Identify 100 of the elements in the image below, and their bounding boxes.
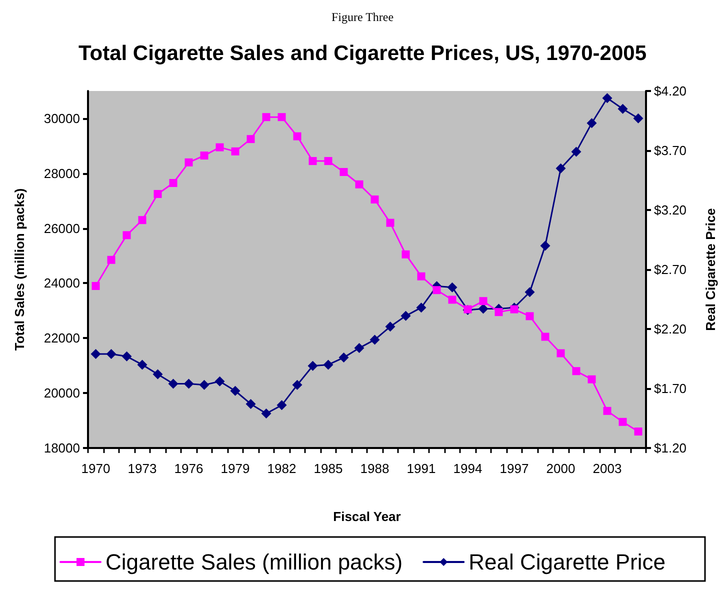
point: [355, 180, 364, 188]
x-tick-label: 2003: [592, 461, 622, 476]
point: [402, 250, 410, 258]
point: [385, 322, 396, 332]
x-tick-label: 1982: [267, 461, 296, 476]
point: [246, 398, 256, 409]
point: [169, 178, 178, 187]
point: [154, 190, 162, 198]
y-tick-label: 20000: [44, 386, 80, 401]
point: [556, 349, 565, 358]
point: [416, 302, 426, 313]
x-tick-label: 1979: [220, 461, 250, 476]
x-tick-label: 1991: [406, 461, 436, 476]
point: [122, 351, 132, 362]
point: [634, 428, 642, 436]
point: [602, 93, 612, 104]
point: [214, 376, 225, 386]
point: [510, 305, 518, 314]
point: [261, 408, 272, 418]
y-tick-label: 18000: [44, 440, 80, 456]
y2-tick-label: $3.20: [654, 202, 687, 218]
y2-tick-label: $1.70: [654, 381, 687, 396]
x-tick-label: 1970: [81, 461, 110, 476]
x-axis-title: Fiscal Year: [333, 509, 401, 524]
x-tick-label: 1994: [453, 461, 482, 476]
point: [262, 113, 270, 122]
point: [571, 146, 582, 157]
point: [432, 286, 441, 294]
point: [308, 360, 318, 371]
y2-tick-label: $1.20: [654, 440, 687, 456]
y2-axis-title: Real Cigarette Price: [703, 208, 718, 331]
point: [354, 343, 364, 354]
x-tick-label: 1997: [500, 461, 529, 476]
point: [417, 272, 426, 280]
point: [323, 360, 334, 370]
point: [524, 287, 535, 298]
point: [246, 135, 255, 144]
point: [199, 380, 210, 390]
y2-tick-label: $2.70: [654, 262, 687, 277]
point: [184, 378, 194, 389]
point: [324, 157, 332, 166]
point: [278, 113, 286, 122]
point: [276, 400, 287, 410]
y-tick-label: 22000: [44, 330, 80, 346]
point: [540, 240, 550, 251]
point: [633, 113, 644, 124]
point: [478, 304, 488, 314]
point: [386, 218, 394, 227]
point: [152, 369, 163, 380]
point: [90, 348, 101, 359]
point: [556, 163, 566, 174]
x-tick-label: 1985: [314, 461, 343, 476]
point: [618, 418, 627, 426]
x-tick-label: 1976: [174, 461, 204, 476]
y-tick-label: 26000: [44, 220, 80, 236]
point: [216, 143, 224, 152]
point: [494, 308, 503, 316]
legend-label: Real Cigarette Price: [468, 550, 666, 574]
point: [200, 152, 208, 160]
point: [572, 367, 580, 376]
point: [168, 378, 178, 389]
y-tick-label: 24000: [44, 276, 80, 291]
y-tick-label: 30000: [44, 110, 80, 126]
point: [293, 132, 302, 140]
x-tick-label: 1988: [360, 461, 390, 476]
chart-title: Total Cigarette Sales and Cigarette Prices, US, 1970-2005: [78, 42, 647, 65]
point: [586, 118, 597, 128]
point: [308, 157, 317, 166]
point: [340, 168, 348, 176]
point: [447, 282, 458, 292]
point: [122, 231, 131, 240]
point: [588, 375, 596, 384]
point: [231, 147, 240, 156]
point: [338, 352, 349, 363]
point: [526, 312, 534, 320]
point: [230, 386, 240, 396]
point: [370, 195, 379, 204]
y2-tick-label: $3.70: [654, 143, 687, 158]
x-tick-label: 2000: [546, 461, 576, 476]
point: [603, 406, 612, 415]
point: [292, 380, 302, 390]
point: [106, 348, 116, 359]
y2-tick-label: $4.20: [654, 84, 687, 98]
x-tick-label: 1973: [128, 461, 157, 476]
point: [370, 334, 380, 345]
legend-label: Cigarette Sales (million packs): [106, 550, 403, 574]
point: [400, 310, 411, 321]
point: [479, 297, 488, 306]
y-tick-label: 28000: [44, 166, 80, 181]
point: [184, 158, 193, 166]
y2-tick-label: $2.20: [654, 322, 687, 336]
y-axis-title: Total Sales (million packs): [12, 188, 27, 351]
point: [137, 360, 148, 370]
point: [618, 104, 628, 114]
point: [541, 332, 550, 341]
point: [92, 282, 100, 290]
point: [448, 296, 456, 304]
point: [138, 216, 146, 224]
point: [107, 256, 116, 264]
text: Figure Three: [331, 10, 394, 24]
